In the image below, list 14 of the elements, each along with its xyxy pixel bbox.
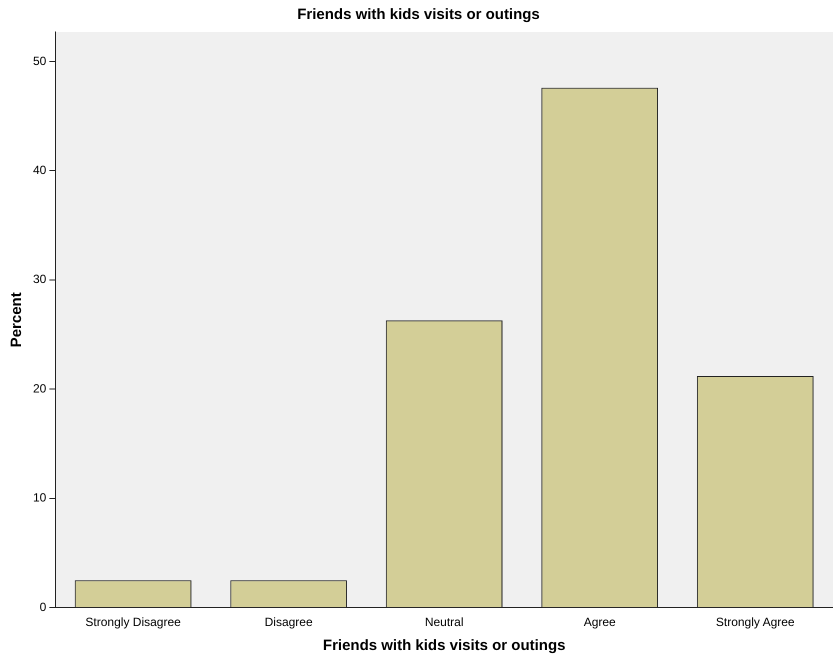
x-tick-label: Agree	[584, 615, 616, 630]
x-tick-label: Strongly Agree	[716, 615, 795, 630]
y-tick-label: 40	[32, 163, 47, 178]
y-tick-label: 10	[32, 490, 47, 505]
x-tick-label: Disagree	[264, 615, 313, 630]
y-tick-label: 20	[32, 381, 47, 396]
y-tick-label: 0	[40, 600, 47, 614]
y-tick-label: 50	[32, 54, 47, 68]
x-tick-label: Neutral	[424, 615, 464, 630]
x-axis-title: Friends with kids visits or outings	[322, 637, 566, 654]
x-tick-label: Strongly Disagree	[85, 615, 182, 630]
y-tick-label: 30	[32, 272, 47, 286]
y-axis-title: Percent	[8, 292, 26, 348]
chart-title: Friends with kids visits or outings	[297, 6, 540, 24]
